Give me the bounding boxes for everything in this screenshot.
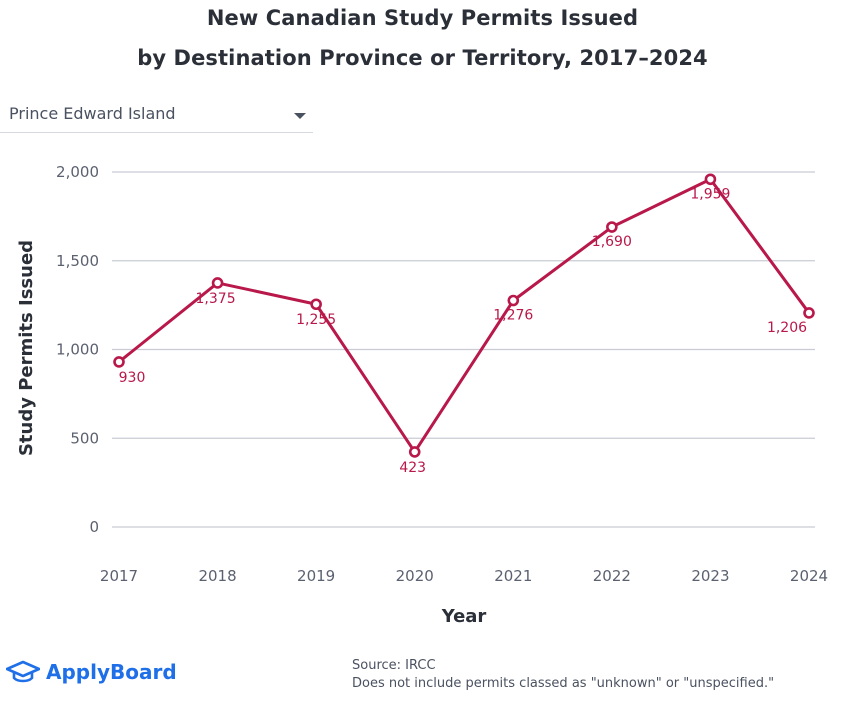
x-tick-label: 2022 — [593, 567, 631, 585]
data-point[interactable] — [803, 307, 815, 319]
x-tick-label: 2017 — [100, 567, 138, 585]
data-point[interactable] — [408, 446, 421, 458]
x-tick-label: 2024 — [790, 567, 828, 585]
data-point[interactable] — [113, 356, 125, 368]
graduation-cap-icon — [6, 660, 40, 683]
grid-layer — [112, 171, 815, 528]
data-label: 1,206 — [767, 320, 807, 336]
data-point[interactable] — [704, 173, 717, 186]
data-label: 1,375 — [196, 291, 236, 307]
series-line — [118, 177, 811, 454]
y-axis-label: Study Permits Issued — [16, 240, 37, 456]
x-tick-label: 2021 — [494, 567, 532, 585]
data-label: 930 — [119, 370, 146, 386]
data-point[interactable] — [211, 277, 224, 289]
series-layer — [113, 173, 815, 458]
y-tick-labels: 0 500 1,000 1,500 2,000 — [56, 163, 99, 536]
data-label: 1,690 — [592, 234, 632, 250]
data-point[interactable] — [310, 298, 322, 311]
chart-title-line-1: New Canadian Study Permits Issued — [206, 6, 639, 30]
x-tick-label: 2019 — [297, 567, 335, 585]
disclaimer-text: Does not include permits classed as "unk… — [352, 676, 775, 691]
applyboard-logo[interactable]: ApplyBoard — [6, 658, 177, 686]
y-tick-label: 2,000 — [56, 163, 99, 181]
chevron-down-icon[interactable] — [294, 113, 306, 119]
data-label: 1,276 — [493, 308, 533, 324]
province-select[interactable]: Prince Edward Island — [0, 98, 313, 133]
data-label: 1,255 — [296, 312, 336, 328]
data-label: 1,959 — [690, 186, 730, 202]
x-tick-label: 2018 — [198, 567, 236, 585]
y-tick-label: 0 — [89, 518, 99, 536]
x-tick-label: 2020 — [396, 567, 434, 585]
brand-name: ApplyBoard — [46, 660, 177, 684]
data-point[interactable] — [507, 294, 520, 307]
province-select-value: Prince Edward Island — [9, 104, 176, 123]
y-tick-label: 1,000 — [56, 341, 99, 359]
data-point[interactable] — [606, 221, 618, 233]
x-tick-labels: 2017 2018 2019 2020 2021 2022 2023 2024 — [100, 567, 828, 585]
x-axis-label: Year — [441, 606, 487, 627]
y-tick-label: 500 — [70, 429, 99, 447]
source-text: Source: IRCC — [352, 658, 436, 673]
data-label: 423 — [399, 460, 426, 476]
y-tick-label: 1,500 — [56, 252, 99, 270]
x-tick-label: 2023 — [691, 567, 729, 585]
chart-title-line-2: by Destination Province or Territory, 20… — [137, 46, 708, 70]
source-note: Source: IRCC Does not include permits cl… — [352, 657, 774, 693]
data-labels: 930 1,375 1,255 423 1,276 1,690 1,959 1,206 — [119, 186, 807, 476]
